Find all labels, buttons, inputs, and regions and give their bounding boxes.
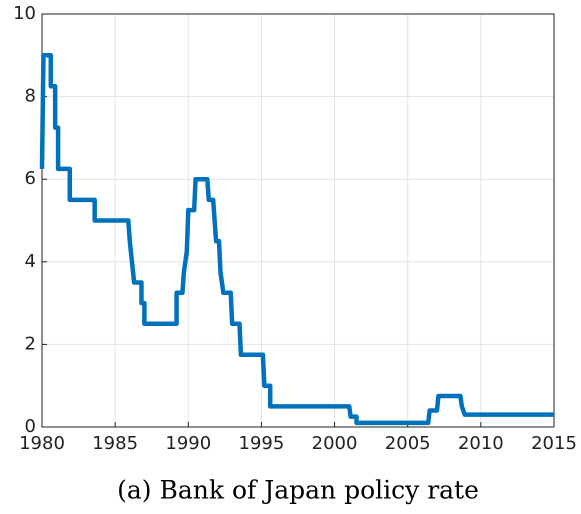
y-tick-label: 6 — [25, 168, 36, 189]
x-tick-label: 1980 — [19, 433, 65, 454]
data-line — [39, 53, 554, 426]
x-tick-label: 1985 — [92, 433, 138, 454]
x-tick-label: 2010 — [458, 433, 504, 454]
x-tick-label: 2000 — [312, 433, 358, 454]
plot-frame — [41, 13, 555, 428]
y-tick-label: 0 — [25, 416, 36, 437]
x-tick-label: 2015 — [531, 433, 577, 454]
y-tick-label: 4 — [25, 251, 36, 272]
x-tick-label: 2005 — [385, 433, 431, 454]
x-tick-label: 1995 — [239, 433, 285, 454]
chart-title: (a) Bank of Japan policy rate — [117, 476, 479, 505]
x-tick-label: 1990 — [165, 433, 211, 454]
y-tick-label: 2 — [25, 333, 36, 354]
y-tick-label: 10 — [13, 3, 36, 24]
y-tick-label: 8 — [25, 86, 36, 107]
